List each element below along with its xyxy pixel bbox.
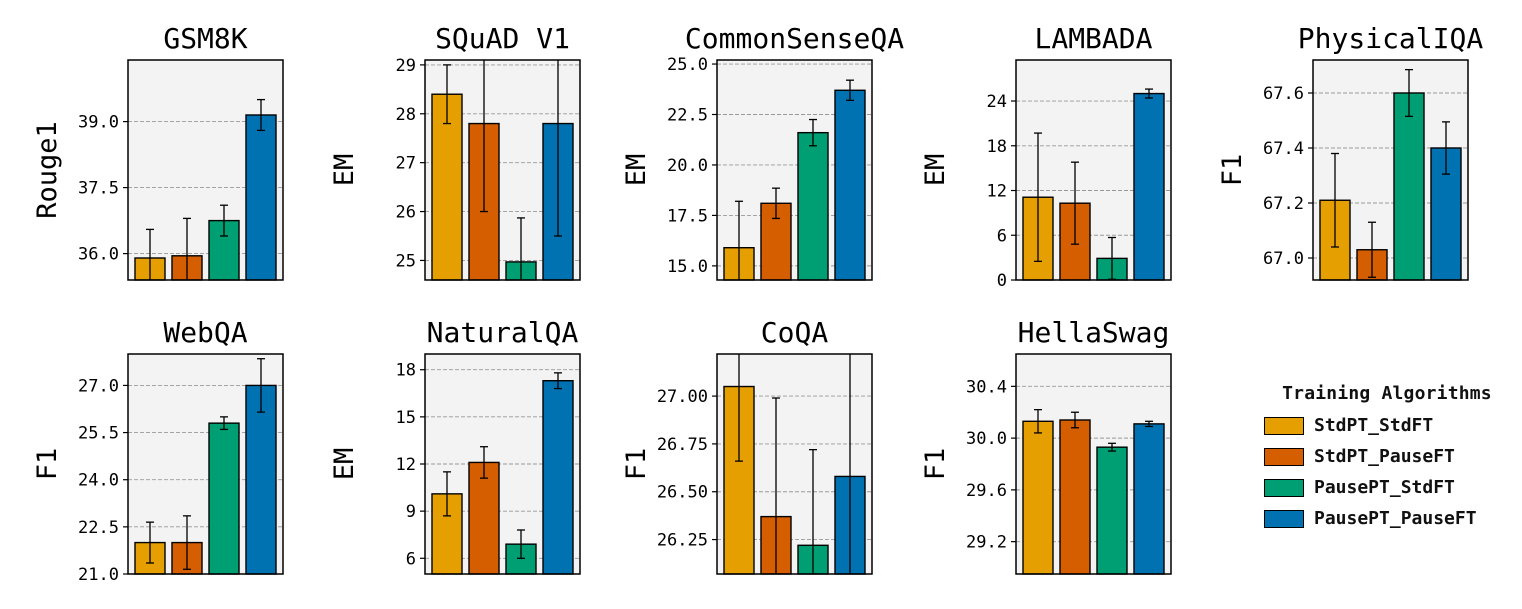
y-tick-label: 27.0	[78, 376, 119, 396]
y-axis-label: EM	[329, 154, 360, 187]
y-tick-label: 6	[406, 549, 416, 569]
legend-swatch	[1264, 478, 1304, 497]
y-tick-label: 67.6	[1263, 84, 1304, 104]
y-tick-label: 37.5	[78, 179, 119, 199]
y-axis-label: EM	[920, 154, 951, 187]
chart-title: PhysicalIQA	[1298, 22, 1484, 55]
y-axis-label: F1	[920, 448, 951, 481]
legend-item: PausePT_StdFT	[1256, 472, 1518, 503]
y-tick-label: 22.5	[667, 105, 708, 125]
plot-frame	[716, 59, 873, 281]
legend-item: StdPT_PauseFT	[1256, 441, 1518, 472]
y-tick-label: 0	[997, 271, 1007, 291]
bar	[468, 461, 500, 575]
y-tick-label: 20.0	[667, 156, 708, 176]
legend-item: PausePT_PauseFT	[1256, 503, 1518, 534]
y-tick-label: 6	[997, 226, 1007, 246]
bar	[1096, 446, 1128, 575]
y-tick-label: 26.25	[657, 531, 708, 551]
y-tick-label: 67.0	[1263, 249, 1304, 269]
plot-frame	[1312, 59, 1469, 281]
y-tick-label: 18	[396, 361, 416, 381]
chart-title: SQuAD V1	[435, 22, 570, 55]
y-tick-label: 39.0	[78, 113, 119, 133]
y-tick-label: 26.50	[657, 483, 708, 503]
legend-swatch	[1264, 509, 1304, 528]
legend-swatch	[1264, 447, 1304, 466]
y-tick-label: 27	[396, 154, 416, 174]
bar	[542, 380, 574, 575]
chart-title: GSM8K	[163, 22, 247, 55]
plot-frame	[1015, 59, 1172, 281]
y-tick-label: 30.4	[966, 377, 1007, 397]
y-tick-label: 15.0	[667, 257, 708, 277]
bar	[1393, 92, 1425, 281]
y-tick-label: 29	[396, 56, 416, 76]
y-tick-label: 17.5	[667, 206, 708, 226]
y-tick-label: 26.75	[657, 435, 708, 455]
y-axis-label: EM	[329, 448, 360, 481]
legend-label: PausePT_PauseFT	[1314, 508, 1477, 529]
y-axis-label: Rouge1	[32, 121, 63, 219]
y-tick-label: 67.4	[1263, 139, 1304, 159]
chart-title: HellaSwag	[1018, 316, 1170, 349]
plot-frame	[127, 353, 284, 575]
y-tick-label: 24	[987, 92, 1007, 112]
y-tick-label: 36.0	[78, 245, 119, 265]
bar	[1133, 92, 1165, 281]
y-tick-label: 25.0	[667, 55, 708, 75]
plot-frame	[424, 353, 581, 575]
y-tick-label: 15	[396, 408, 416, 428]
y-tick-label: 25.5	[78, 424, 119, 444]
bar	[1059, 419, 1091, 575]
y-axis-label: F1	[32, 448, 63, 481]
y-tick-label: 9	[406, 502, 416, 522]
bar	[245, 114, 277, 281]
chart-title: LAMBADA	[1034, 22, 1152, 55]
bar	[245, 384, 277, 575]
plot-frame	[127, 59, 284, 281]
plot-frame	[1015, 353, 1172, 575]
y-tick-label: 25	[396, 251, 416, 271]
y-tick-label: 12	[396, 455, 416, 475]
bar	[1133, 423, 1165, 575]
bar	[834, 89, 866, 281]
legend-title: Training Algorithms	[1282, 383, 1492, 404]
legend-label: StdPT_StdFT	[1314, 415, 1434, 436]
bar	[208, 422, 240, 575]
y-tick-label: 24.0	[78, 471, 119, 491]
legend-label: PausePT_StdFT	[1314, 477, 1455, 498]
y-tick-label: 18	[987, 137, 1007, 157]
bar	[797, 131, 829, 281]
y-tick-label: 12	[987, 182, 1007, 202]
y-axis-label: EM	[621, 154, 652, 187]
chart-title: CommonSenseQA	[685, 22, 904, 55]
plot-frame	[424, 59, 581, 281]
y-tick-label: 26	[396, 203, 416, 223]
legend: Training Algorithms StdPT_StdFT StdPT_Pa…	[1256, 383, 1518, 534]
y-tick-label: 30.0	[966, 429, 1007, 449]
y-tick-label: 27.00	[657, 387, 708, 407]
y-tick-label: 67.2	[1263, 194, 1304, 214]
y-axis-label: F1	[1217, 154, 1248, 187]
legend-item: StdPT_StdFT	[1256, 410, 1518, 441]
y-tick-label: 29.6	[966, 481, 1007, 501]
y-axis-label: F1	[621, 448, 652, 481]
chart-title: WebQA	[163, 316, 247, 349]
legend-label: StdPT_PauseFT	[1314, 446, 1455, 467]
y-tick-label: 22.5	[78, 518, 119, 538]
y-tick-label: 29.2	[966, 533, 1007, 553]
chart-title: CoQA	[761, 316, 829, 349]
plot-frame	[716, 353, 873, 575]
y-tick-label: 28	[396, 105, 416, 125]
legend-swatch	[1264, 416, 1304, 435]
chart-title: NaturalQA	[427, 316, 579, 349]
y-tick-label: 21.0	[78, 565, 119, 585]
bar	[1022, 420, 1054, 575]
